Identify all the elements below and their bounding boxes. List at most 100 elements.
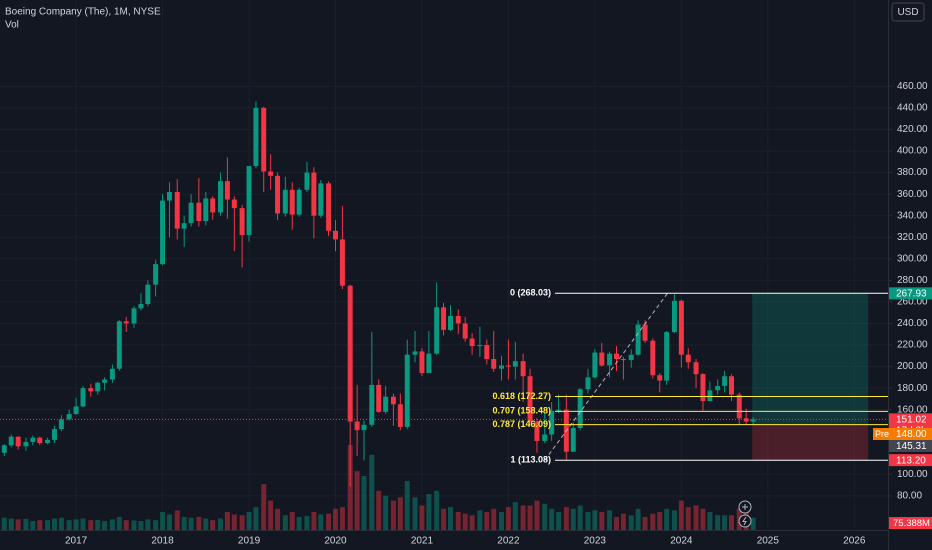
volume-bar — [397, 497, 403, 530]
volume-bar — [469, 515, 475, 530]
volume-bar — [527, 505, 533, 530]
x-tick-label: 2017 — [65, 536, 88, 547]
volume-bar — [499, 512, 504, 530]
volume-bar — [614, 516, 619, 530]
candle-body — [318, 183, 324, 216]
candle-body — [642, 324, 648, 341]
y-tick-label: 440.00 — [897, 103, 928, 114]
price-label-box — [889, 428, 932, 440]
volume-bar — [729, 515, 734, 530]
volume-bar — [635, 508, 641, 530]
volume-bar — [722, 515, 728, 530]
x-tick-label: 2022 — [497, 536, 520, 547]
currency[interactable]: USD — [897, 7, 918, 18]
fib-label: 0 (268.03) — [510, 288, 551, 298]
price-label-box — [889, 454, 932, 467]
volume-bar — [549, 508, 555, 530]
volume-bar — [296, 516, 302, 530]
candle-body — [383, 396, 389, 412]
price-label-box — [889, 440, 932, 452]
x-tick-label: 2025 — [757, 536, 780, 547]
candle-body — [664, 332, 670, 381]
currency-button[interactable] — [891, 2, 925, 22]
fib-label: 1 (113.08) — [510, 455, 551, 465]
x-tick-label: 2024 — [670, 536, 693, 547]
volume-bar — [441, 508, 447, 530]
volume-bar — [275, 508, 281, 530]
candle-body — [585, 377, 591, 390]
volume-bar — [131, 520, 137, 530]
candle-body — [491, 359, 497, 369]
candle-body — [722, 376, 728, 386]
price-label: 113.20 — [896, 455, 926, 466]
volume-bar — [326, 513, 332, 530]
candle-body — [434, 307, 440, 354]
volume-bar — [1, 517, 7, 530]
candle-body — [102, 379, 108, 383]
x-tick-label: 2021 — [411, 536, 434, 547]
volume-bar — [556, 512, 562, 530]
candle-body — [650, 340, 656, 376]
volume-bar — [196, 516, 202, 530]
candle-body — [268, 171, 274, 176]
candle-body — [750, 419, 756, 422]
volume-bar — [455, 512, 461, 530]
volume-bar — [505, 507, 511, 530]
volume-bar — [339, 507, 345, 530]
candle-body — [282, 189, 288, 214]
volume-bar — [447, 507, 453, 530]
candle-body — [174, 191, 180, 229]
candle-body — [131, 308, 137, 324]
volume-bar — [123, 520, 129, 530]
candle-body — [145, 284, 151, 305]
candle-body — [109, 368, 115, 380]
volume-bar — [45, 520, 51, 530]
candle-body — [58, 419, 64, 430]
volume-bar — [700, 508, 706, 530]
volume-bar — [592, 510, 598, 530]
candle-body — [715, 385, 721, 391]
volume-bar — [261, 484, 267, 530]
y-tick-label: 320.00 — [897, 232, 928, 243]
x-tick-label: 2018 — [151, 536, 174, 547]
candle-body — [693, 362, 699, 375]
volume-bar — [246, 512, 252, 530]
candle-body — [441, 307, 447, 330]
volume-bar — [512, 502, 518, 530]
y-tick-label: 200.00 — [897, 361, 928, 372]
candle-body — [678, 300, 684, 355]
candle-body — [512, 361, 518, 367]
candle-body — [361, 424, 367, 431]
y-tick-label: 340.00 — [897, 210, 928, 221]
candle-body — [376, 384, 382, 412]
candle-body — [599, 352, 605, 366]
price-label: 145.31 — [896, 441, 927, 452]
candle-body — [275, 175, 281, 214]
volume-bar — [73, 519, 79, 530]
candle-body — [188, 202, 194, 224]
add-icon-cross — [742, 504, 748, 510]
candle-body — [23, 442, 29, 447]
candle-body — [419, 351, 425, 374]
candle-body — [246, 166, 252, 236]
volume-bar — [166, 514, 172, 530]
candle-body — [534, 421, 540, 441]
candle-body — [542, 434, 548, 441]
candle-body — [404, 354, 410, 427]
y-tick-label: 280.00 — [897, 275, 928, 286]
fib-label: 0.618 (172.27) — [492, 391, 551, 401]
volume-bar — [520, 505, 526, 530]
volume-bar — [376, 490, 382, 530]
candle-body — [556, 409, 562, 411]
volume-bar — [23, 518, 29, 530]
y-tick-label: 240.00 — [897, 318, 928, 329]
candle-body — [527, 376, 533, 422]
candle-body — [231, 199, 237, 209]
candle-body — [304, 172, 310, 190]
candle-body — [736, 394, 742, 419]
volume-title: Vol — [5, 20, 19, 31]
candle-body — [253, 107, 259, 167]
volume-bar — [188, 517, 194, 530]
volume-bar — [15, 519, 21, 530]
volume-bar — [534, 500, 540, 530]
